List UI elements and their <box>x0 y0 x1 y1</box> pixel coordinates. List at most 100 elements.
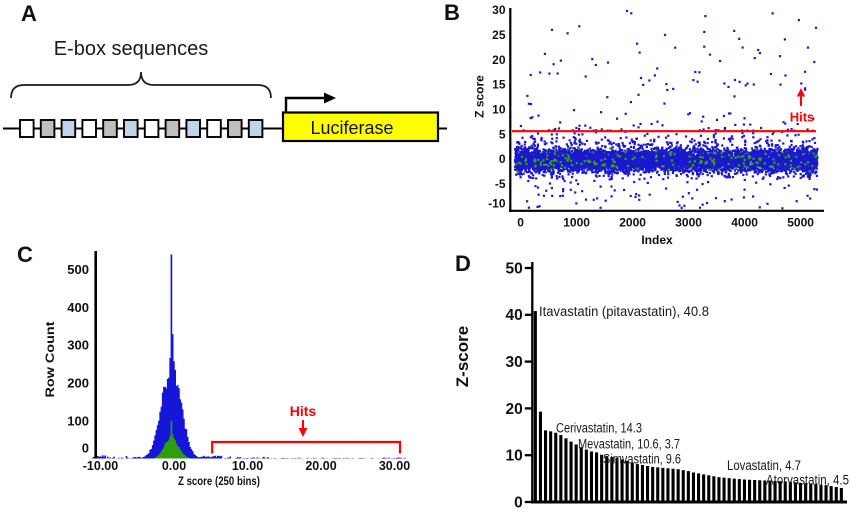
ebox-gray <box>39 119 56 138</box>
scatter-point <box>683 169 686 172</box>
scatter-point <box>770 148 773 151</box>
scatter-point <box>662 161 665 164</box>
scatter-point <box>520 173 523 176</box>
scatter-point <box>555 140 558 143</box>
scatter-point <box>647 149 650 153</box>
scatter-point <box>789 150 792 153</box>
scatter-point <box>693 162 696 165</box>
scatter-point <box>776 170 779 173</box>
scatter-point <box>530 144 533 147</box>
scatter-point <box>645 151 648 154</box>
scatter-point <box>611 171 614 174</box>
scatter-point <box>774 148 777 151</box>
scatter-point <box>518 142 521 145</box>
scatter-point <box>644 150 647 153</box>
scatter-point <box>627 150 630 153</box>
scatter-point <box>767 151 770 154</box>
ebox-blue <box>185 119 201 138</box>
scatter-point <box>806 150 809 153</box>
scatter-point <box>772 149 776 152</box>
scatter-point <box>630 150 634 153</box>
scatter-point <box>705 165 708 168</box>
scatter-point <box>784 150 787 153</box>
scatter-point <box>543 157 546 160</box>
scatter-point <box>716 143 719 146</box>
scatter-point <box>670 144 673 147</box>
scatter-point <box>741 163 744 166</box>
scatter-point <box>771 160 774 163</box>
scatter-point <box>769 174 772 177</box>
scatter-point <box>736 147 739 151</box>
scatter-point <box>562 136 565 139</box>
panel-a-label: A <box>21 1 37 26</box>
scatter-point <box>714 139 717 142</box>
scatter-point <box>568 169 572 172</box>
scatter-point <box>712 171 716 174</box>
scatter-point <box>679 172 683 176</box>
scatter-point <box>788 168 791 171</box>
scatter-point <box>635 156 638 159</box>
scatter-point <box>680 155 684 158</box>
scatter-point <box>524 169 527 173</box>
scatter-point <box>585 166 588 169</box>
scatter-point <box>605 153 608 156</box>
scatter-point <box>559 158 562 161</box>
scatter-point <box>635 159 638 162</box>
scatter-point <box>762 149 765 152</box>
scatter-point <box>683 165 686 168</box>
scatter-point <box>745 150 748 153</box>
scatter-point <box>604 145 607 148</box>
scatter-point <box>645 146 648 149</box>
scatter-point <box>785 167 788 171</box>
scatter-point <box>602 152 605 155</box>
scatter-point <box>709 148 712 151</box>
scatter-point <box>803 169 806 172</box>
scatter-point <box>800 150 803 153</box>
scatter-point <box>769 159 772 163</box>
scatter-point <box>799 176 802 180</box>
scatter-point <box>807 145 810 148</box>
scatter-point <box>723 147 726 150</box>
scatter-point <box>716 172 720 175</box>
scatter-point <box>801 151 805 154</box>
scatter-point <box>799 173 802 176</box>
scatter-point <box>735 146 738 149</box>
scatter-point <box>801 144 804 147</box>
scatter-point <box>808 157 811 160</box>
scatter-point <box>736 152 739 155</box>
scatter-point <box>577 146 580 149</box>
scatter-point <box>625 151 628 154</box>
scatter-point <box>572 159 575 162</box>
scatter-point <box>777 167 780 171</box>
scatter-point <box>809 157 812 161</box>
scatter-point <box>532 143 535 146</box>
scatter-point <box>629 152 632 155</box>
ebox-white <box>19 119 35 138</box>
scatter-point <box>763 147 766 150</box>
scatter-point <box>554 145 557 148</box>
scatter-point <box>682 170 685 174</box>
scatter-point <box>811 138 814 141</box>
scatter-point <box>812 169 815 172</box>
scatter-point <box>807 173 810 176</box>
scatter-point <box>549 149 552 152</box>
scatter-point <box>802 146 805 149</box>
scatter-point <box>572 152 575 155</box>
scatter-point <box>718 160 721 163</box>
scatter-point <box>661 148 664 151</box>
scatter-point <box>624 149 627 152</box>
scatter-point <box>649 176 652 179</box>
scatter-point <box>759 163 762 166</box>
scatter-point <box>564 151 567 154</box>
scatter-point <box>677 162 680 165</box>
scatter-point <box>544 171 547 174</box>
scatter-point <box>734 151 737 154</box>
scatter-point <box>518 173 522 176</box>
scatter-point <box>574 159 577 162</box>
scatter-point <box>815 174 818 177</box>
scatter-point <box>628 172 631 175</box>
scatter-point <box>786 173 789 176</box>
scatter-point <box>687 170 690 173</box>
scatter-point <box>557 169 561 173</box>
scatter-point <box>737 153 740 156</box>
